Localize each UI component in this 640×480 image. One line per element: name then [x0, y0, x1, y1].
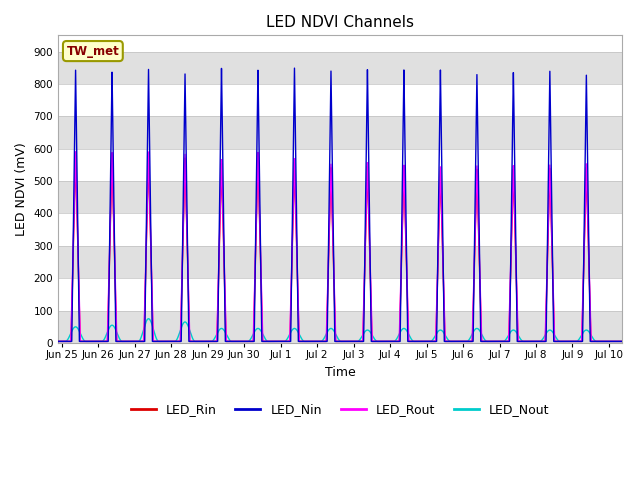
- Bar: [58, 311, 621, 343]
- Bar: [58, 181, 621, 214]
- LED_Rout: [412, 338, 420, 344]
- LED_Rout: [54, 338, 62, 344]
- Bar: [58, 246, 621, 278]
- LED_Rin: [388, 338, 396, 344]
- LED_Nout: [472, 326, 480, 332]
- LED_Rout: [83, 338, 90, 344]
- LED_Rin: [54, 338, 62, 344]
- LED_Nin: [259, 338, 266, 344]
- LED_Nin: [472, 132, 480, 138]
- LED_Nin: [412, 338, 420, 344]
- LED_Nout: [502, 336, 510, 342]
- LED_Nin: [502, 338, 510, 344]
- Line: LED_Rout: LED_Rout: [58, 152, 621, 341]
- Line: LED_Nin: LED_Nin: [58, 68, 621, 341]
- LED_Rin: [72, 153, 79, 158]
- LED_Rout: [472, 195, 480, 201]
- LED_Nout: [83, 338, 90, 344]
- LED_Nout: [388, 338, 396, 344]
- LED_Rin: [259, 326, 266, 332]
- LED_Rin: [618, 338, 625, 344]
- LED_Nin: [388, 338, 396, 344]
- LED_Rout: [72, 149, 79, 155]
- LED_Nin: [83, 338, 90, 344]
- Y-axis label: LED NDVI (mV): LED NDVI (mV): [15, 142, 28, 236]
- LED_Rin: [83, 338, 90, 344]
- LED_Nout: [54, 338, 62, 344]
- LED_Rout: [388, 338, 396, 344]
- LED_Rin: [502, 338, 510, 344]
- LED_Nout: [412, 338, 420, 344]
- LED_Rin: [412, 338, 420, 344]
- LED_Rin: [472, 200, 480, 205]
- LED_Rout: [502, 338, 510, 344]
- LED_Nin: [291, 65, 298, 71]
- Line: LED_Nout: LED_Nout: [58, 319, 621, 341]
- LED_Rout: [618, 338, 625, 344]
- Line: LED_Rin: LED_Rin: [58, 156, 621, 341]
- Bar: [58, 51, 621, 84]
- LED_Rout: [259, 317, 266, 323]
- LED_Nout: [259, 330, 266, 336]
- LED_Nout: [618, 338, 625, 344]
- LED_Nin: [54, 338, 62, 344]
- Text: TW_met: TW_met: [67, 45, 119, 58]
- Legend: LED_Rin, LED_Nin, LED_Rout, LED_Nout: LED_Rin, LED_Nin, LED_Rout, LED_Nout: [125, 398, 554, 421]
- Bar: [58, 116, 621, 149]
- LED_Nin: [618, 338, 625, 344]
- X-axis label: Time: Time: [324, 365, 355, 379]
- LED_Nout: [145, 316, 152, 322]
- Title: LED NDVI Channels: LED NDVI Channels: [266, 15, 414, 30]
